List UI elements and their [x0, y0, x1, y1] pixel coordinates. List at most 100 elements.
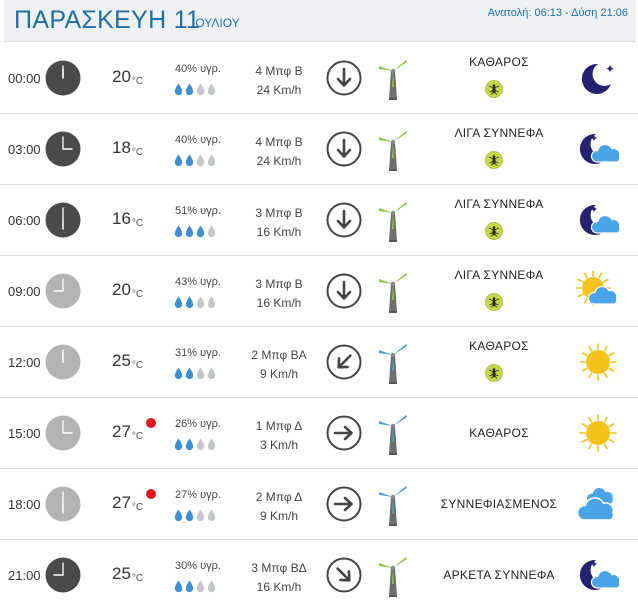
drop-icon — [185, 580, 194, 593]
clock-icon — [45, 273, 81, 309]
drop-icon — [185, 225, 194, 238]
forecast-time: 06:00 — [8, 213, 41, 228]
wind-direction-arrow-icon — [326, 60, 362, 96]
wind-force: 3 Μπφ ΒΔ — [251, 561, 307, 575]
wind-force: 4 Μπφ Β — [255, 64, 303, 78]
wind-speed: 9 Km/h — [259, 509, 298, 523]
temperature-unit: °C — [131, 289, 144, 300]
weather-condition: ΛΙΓΑ ΣΥΝΝΕΦΑ — [454, 126, 544, 140]
humidity-drops — [174, 154, 218, 168]
humidity-drops — [174, 367, 218, 381]
weather-condition: ΚΑΘΑΡΟΣ — [469, 55, 529, 69]
wind-force: 2 Μπφ ΒΑ — [251, 348, 307, 362]
temperature-unit: °C — [131, 573, 144, 584]
temperature-unit: °C — [131, 502, 144, 513]
sun-icon — [576, 413, 620, 453]
wind-direction-arrow-icon — [326, 486, 362, 522]
drop-icon — [207, 367, 216, 380]
wind-speed: 16 Km/h — [256, 296, 302, 310]
humidity-drops — [174, 296, 218, 310]
humidity-drops — [174, 83, 218, 97]
month-label: ΙΟΥΛΙΟΥ — [192, 16, 240, 30]
temperature-unit: °C — [131, 76, 144, 87]
drop-icon — [174, 154, 183, 167]
forecast-row: 06:00 16°C 51% υγρ. 3 Μπφ Β 16 Km/h ΛΙΓΑ ΣΥ… — [0, 185, 638, 256]
clock-icon — [45, 202, 81, 238]
drop-icon — [185, 509, 194, 522]
temperature-unit: °C — [131, 431, 144, 442]
drop-icon — [207, 580, 216, 593]
moon-icon — [576, 58, 620, 98]
humidity-label: 31% υγρ. — [175, 347, 221, 359]
drop-icon — [174, 580, 183, 593]
mosquito-icon — [485, 80, 503, 98]
wind-turbine-icon — [376, 199, 410, 243]
temperature: 20°C — [112, 280, 143, 300]
wind-turbine-icon — [376, 554, 410, 598]
wind-force: 1 Μπφ Δ — [255, 419, 303, 433]
drop-icon — [174, 83, 183, 96]
weather-condition: ΑΡΚΕΤΑ ΣΥΝΝΕΦΑ — [443, 568, 555, 582]
wind-force: 4 Μπφ Β — [255, 135, 303, 149]
temperature-value: 25 — [112, 564, 131, 583]
humidity-label: 40% υγρ. — [175, 134, 221, 146]
wind-direction-arrow-icon — [326, 344, 362, 380]
drop-icon — [196, 83, 205, 96]
drop-icon — [185, 367, 194, 380]
drop-icon — [207, 225, 216, 238]
temperature-value: 25 — [112, 351, 131, 370]
forecast-row: 03:00 18°C 40% υγρ. 4 Μπφ Β 24 Km/h ΛΙΓΑ ΣΥ… — [0, 114, 638, 185]
temperature-value: 18 — [112, 138, 131, 157]
wind-turbine-icon — [376, 341, 410, 385]
temperature: 20°C — [112, 67, 143, 87]
weather-condition: ΣΥΝΝΕΦΙΑΣΜΕΝΟΣ — [440, 497, 558, 511]
humidity-label: 40% υγρ. — [175, 63, 221, 75]
sun-icon — [576, 342, 620, 382]
sunrise-sunset: Ανατολή: 06:13 - Δύση 21:06 — [487, 7, 628, 19]
moon-cloud-icon — [576, 200, 621, 240]
drop-icon — [185, 296, 194, 309]
drop-icon — [207, 438, 216, 451]
wind-force: 3 Μπφ Β — [255, 206, 303, 220]
humidity-drops — [174, 438, 218, 452]
humidity-drops — [174, 225, 218, 239]
drop-icon — [174, 438, 183, 451]
wind-info: 3 Μπφ ΒΔ 16 Km/h — [240, 559, 318, 597]
moon-cloud-icon — [576, 555, 621, 595]
temperature-unit: °C — [131, 360, 144, 371]
forecast-time: 12:00 — [8, 355, 41, 370]
wind-turbine-icon — [376, 128, 410, 172]
temperature: 25°C — [112, 351, 143, 371]
humidity-drops — [174, 509, 218, 523]
heat-alert-dot — [146, 489, 156, 499]
wind-speed: 24 Km/h — [256, 83, 302, 97]
drop-icon — [196, 296, 205, 309]
drop-icon — [174, 509, 183, 522]
drop-icon — [207, 296, 216, 309]
forecast-time: 18:00 — [8, 497, 41, 512]
clock-icon — [45, 486, 81, 522]
humidity-label: 43% υγρ. — [175, 276, 221, 288]
drop-icon — [196, 580, 205, 593]
day-header: ΠΑΡΑΣΚΕΥΗ 11 ΙΟΥΛΙΟΥ Ανατολή: 06:13 - Δύ… — [4, 0, 636, 42]
temperature-value: 20 — [112, 67, 131, 86]
temperature-unit: °C — [131, 147, 144, 158]
drop-icon — [185, 438, 194, 451]
drop-icon — [185, 154, 194, 167]
mosquito-icon — [485, 293, 503, 311]
temperature-value: 27 — [112, 422, 131, 441]
clock-icon — [45, 557, 81, 593]
temperature: 16°C — [112, 209, 143, 229]
wind-info: 2 Μπφ Δ 9 Km/h — [240, 488, 318, 526]
wind-direction-arrow-icon — [326, 131, 362, 167]
forecast-time: 15:00 — [8, 426, 41, 441]
wind-turbine-icon — [376, 483, 410, 527]
forecast-time: 21:00 — [8, 568, 41, 583]
clouds-icon — [576, 484, 620, 524]
wind-speed: 16 Km/h — [256, 580, 302, 594]
drop-icon — [207, 83, 216, 96]
temperature-value: 20 — [112, 280, 131, 299]
forecast-time: 03:00 — [8, 142, 41, 157]
clock-icon — [45, 344, 81, 380]
clock-icon — [45, 415, 81, 451]
